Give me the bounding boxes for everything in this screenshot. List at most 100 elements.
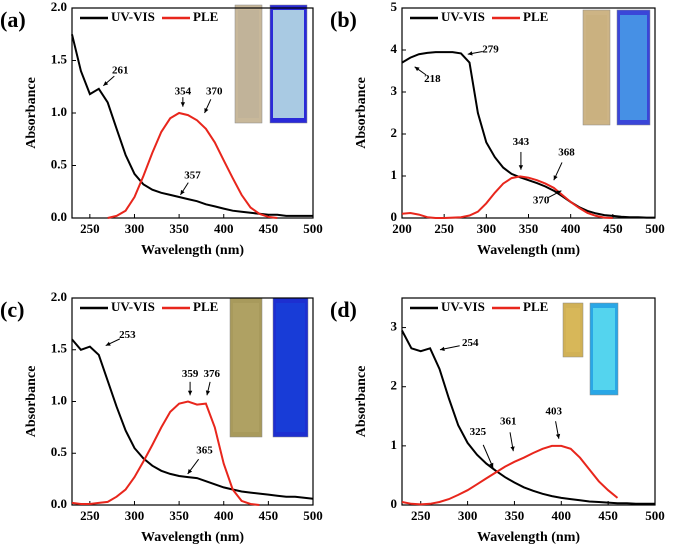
legend-label: UV-VIS <box>441 299 485 314</box>
x-tick-label: 400 <box>214 221 234 236</box>
annotation: 343 <box>513 136 530 148</box>
x-tick-label: 200 <box>392 221 412 236</box>
y-tick-label: 1.0 <box>51 392 67 407</box>
arrow-head <box>180 189 185 195</box>
x-tick-label: 450 <box>598 508 618 523</box>
y-tick-label: 2 <box>391 378 398 393</box>
x-tick-label: 400 <box>561 221 581 236</box>
annotation: 359 <box>182 368 199 380</box>
arrow-head <box>439 346 445 351</box>
inset-cuvette <box>566 308 580 352</box>
legend-label: PLE <box>523 9 548 24</box>
x-tick-label: 350 <box>519 221 539 236</box>
inset-cuvette <box>593 308 615 390</box>
y-tick-label: 2.0 <box>51 289 67 304</box>
arrow-head <box>467 51 473 56</box>
inset-cuvette <box>233 303 259 432</box>
data-line <box>401 330 655 505</box>
y-tick-label: 1.5 <box>51 341 68 356</box>
y-tick-label: 1 <box>391 167 398 182</box>
arrow-head <box>556 190 562 195</box>
annotation: 370 <box>533 195 550 207</box>
arrow-head <box>555 433 561 439</box>
legend-label: PLE <box>193 299 218 314</box>
annotation: 261 <box>112 65 129 77</box>
x-tick-label: 350 <box>169 221 189 236</box>
x-tick-label: 500 <box>645 508 665 523</box>
inset-cuvette <box>586 15 607 120</box>
panel-label: (c) <box>0 297 24 322</box>
x-tick-label: 500 <box>303 508 323 523</box>
x-tick-label: 500 <box>645 221 665 236</box>
arrow-head <box>187 390 193 396</box>
data-line <box>401 444 619 506</box>
annotation: 325 <box>470 426 487 438</box>
arrow-head <box>518 165 524 170</box>
x-tick-label: 250 <box>411 508 431 523</box>
x-tick-label: 350 <box>169 508 189 523</box>
x-tick-label: 300 <box>125 221 145 236</box>
annotation: 357 <box>184 170 201 182</box>
arrow-head <box>180 102 186 107</box>
y-axis-label: Absorbance <box>24 366 39 438</box>
arrow-head <box>553 175 558 181</box>
inset-cuvette <box>238 10 259 118</box>
data-line <box>401 175 613 219</box>
x-tick-label: 500 <box>303 221 323 236</box>
arrow-head <box>205 390 211 396</box>
legend-label: PLE <box>193 9 218 24</box>
annotation: 218 <box>424 73 441 85</box>
y-tick-label: 3 <box>391 83 398 98</box>
y-tick-label: 1.0 <box>51 104 67 119</box>
data-line <box>107 111 278 219</box>
annotation: 253 <box>119 329 136 341</box>
data-line <box>401 51 655 219</box>
y-axis-label: Absorbance <box>354 366 369 438</box>
y-tick-label: 4 <box>391 41 398 56</box>
y-tick-label: 2 <box>391 125 398 140</box>
y-tick-label: 3 <box>391 319 398 334</box>
x-axis-label: Wavelength (nm) <box>141 243 244 258</box>
y-axis-label: Absorbance <box>24 77 39 149</box>
x-tick-label: 250 <box>80 508 100 523</box>
y-tick-label: 1 <box>391 437 398 452</box>
x-tick-label: 300 <box>125 508 145 523</box>
x-axis-label: Wavelength (nm) <box>477 243 580 258</box>
inset-cuvette <box>620 15 647 120</box>
inset-cuvette <box>276 303 305 432</box>
x-tick-label: 450 <box>603 221 623 236</box>
y-tick-label: 0.0 <box>51 209 67 224</box>
y-tick-label: 5 <box>391 0 398 14</box>
legend-label: UV-VIS <box>111 299 155 314</box>
y-tick-label: 2.0 <box>51 0 67 14</box>
y-tick-label: 0.0 <box>51 496 67 511</box>
x-tick-label: 450 <box>259 508 279 523</box>
data-line <box>71 338 314 500</box>
y-axis-label: Absorbance <box>354 77 369 149</box>
inset-cuvette <box>273 10 304 118</box>
y-tick-label: 0 <box>391 209 398 224</box>
arrow-head <box>414 66 420 72</box>
x-tick-label: 250 <box>80 221 100 236</box>
annotation: 368 <box>558 146 575 158</box>
arrow-head <box>187 469 193 474</box>
annotation: 279 <box>482 44 499 56</box>
arrow-head <box>489 462 494 468</box>
annotation: 370 <box>206 86 223 98</box>
annotation: 376 <box>204 368 221 380</box>
panel-label: (a) <box>0 7 26 32</box>
x-tick-label: 450 <box>259 221 279 236</box>
arrow-head <box>103 81 109 86</box>
panel-label: (d) <box>330 297 357 322</box>
x-tick-label: 300 <box>477 221 497 236</box>
x-tick-label: 400 <box>214 508 234 523</box>
y-tick-label: 0 <box>391 496 398 511</box>
legend-label: UV-VIS <box>441 9 485 24</box>
x-axis-label: Wavelength (nm) <box>141 530 244 545</box>
annotation: 403 <box>546 405 563 417</box>
annotation: 361 <box>500 416 517 428</box>
data-line <box>71 34 313 217</box>
x-axis-label: Wavelength (nm) <box>477 530 580 545</box>
annotation: 365 <box>196 445 213 457</box>
